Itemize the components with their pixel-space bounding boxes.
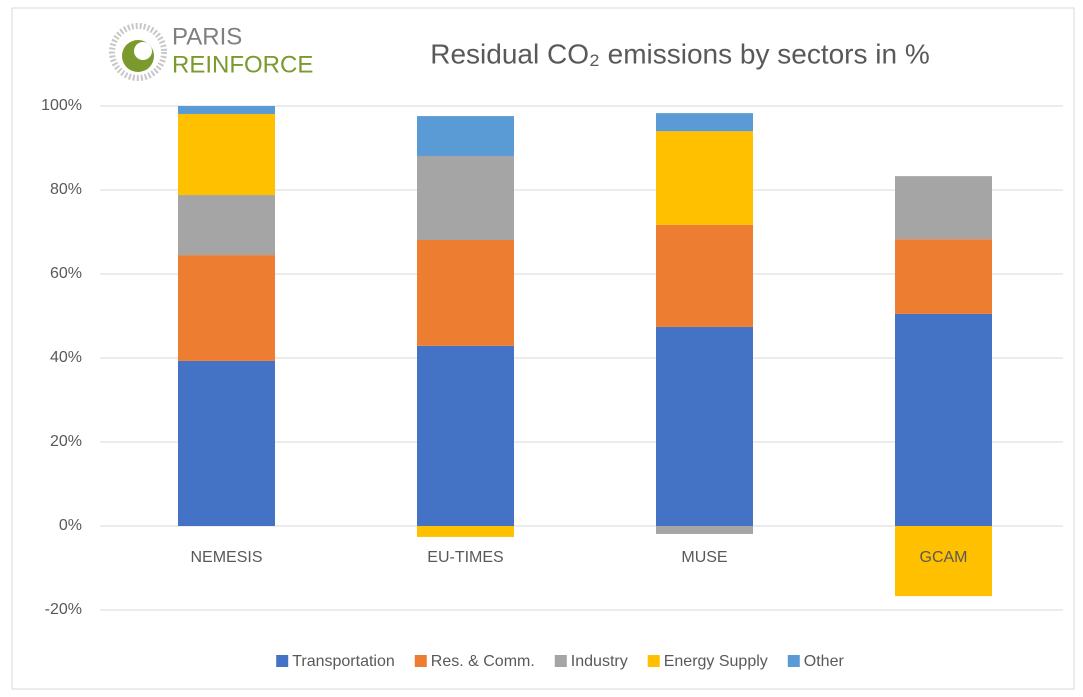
bar-segment	[656, 326, 753, 526]
bar-segment	[417, 116, 514, 156]
y-tick-label: 80%	[50, 181, 82, 198]
logo: PARIS REINFORCE	[98, 16, 330, 86]
y-tick-label: 100%	[41, 97, 82, 114]
y-tick-label: 20%	[50, 433, 82, 450]
legend-label: Energy Supply	[664, 653, 768, 670]
bar-segment	[417, 526, 514, 537]
bar-segment	[178, 106, 275, 114]
bar-segment	[417, 345, 514, 526]
y-tick-label: 40%	[50, 349, 82, 366]
legend-swatch	[787, 655, 800, 667]
bar-segment	[656, 526, 753, 534]
legend-swatch	[414, 655, 427, 667]
bar-segment	[895, 176, 992, 240]
y-tick-label: -20%	[45, 601, 82, 618]
bar-segment	[178, 113, 275, 196]
bar-segment	[656, 224, 753, 327]
legend-swatch	[554, 655, 567, 667]
logo-ring	[109, 23, 167, 81]
x-tick-label: NEMESIS	[190, 549, 262, 566]
x-tick-label: GCAM	[920, 549, 968, 566]
logo-text: PARIS	[172, 23, 242, 50]
bar-segment	[178, 360, 275, 526]
y-tick-label: 0%	[59, 517, 82, 534]
legend-label: Other	[804, 653, 845, 670]
bar-segment	[895, 239, 992, 314]
bar-segment	[656, 131, 753, 225]
x-tick-label: MUSE	[681, 549, 727, 566]
y-tick-label: 60%	[50, 265, 82, 282]
legend-swatch	[276, 655, 289, 667]
bar-segment	[417, 239, 514, 346]
logo-hole	[134, 42, 152, 60]
bar-segment	[895, 313, 992, 526]
bar-segment	[417, 155, 514, 240]
bar-segment	[656, 113, 753, 132]
logo-text: REINFORCE	[172, 51, 313, 78]
bar-segment	[178, 255, 275, 361]
legend-label: Transportation	[292, 653, 395, 670]
legend-label: Res. & Comm.	[431, 653, 535, 670]
chart-title: Residual CO₂ emissions by sectors in %	[430, 38, 930, 69]
x-tick-label: EU-TIMES	[427, 549, 503, 566]
legend-swatch	[647, 655, 660, 667]
legend-label: Industry	[571, 653, 628, 670]
bar-segment	[178, 195, 275, 256]
bar-segment	[895, 526, 992, 597]
